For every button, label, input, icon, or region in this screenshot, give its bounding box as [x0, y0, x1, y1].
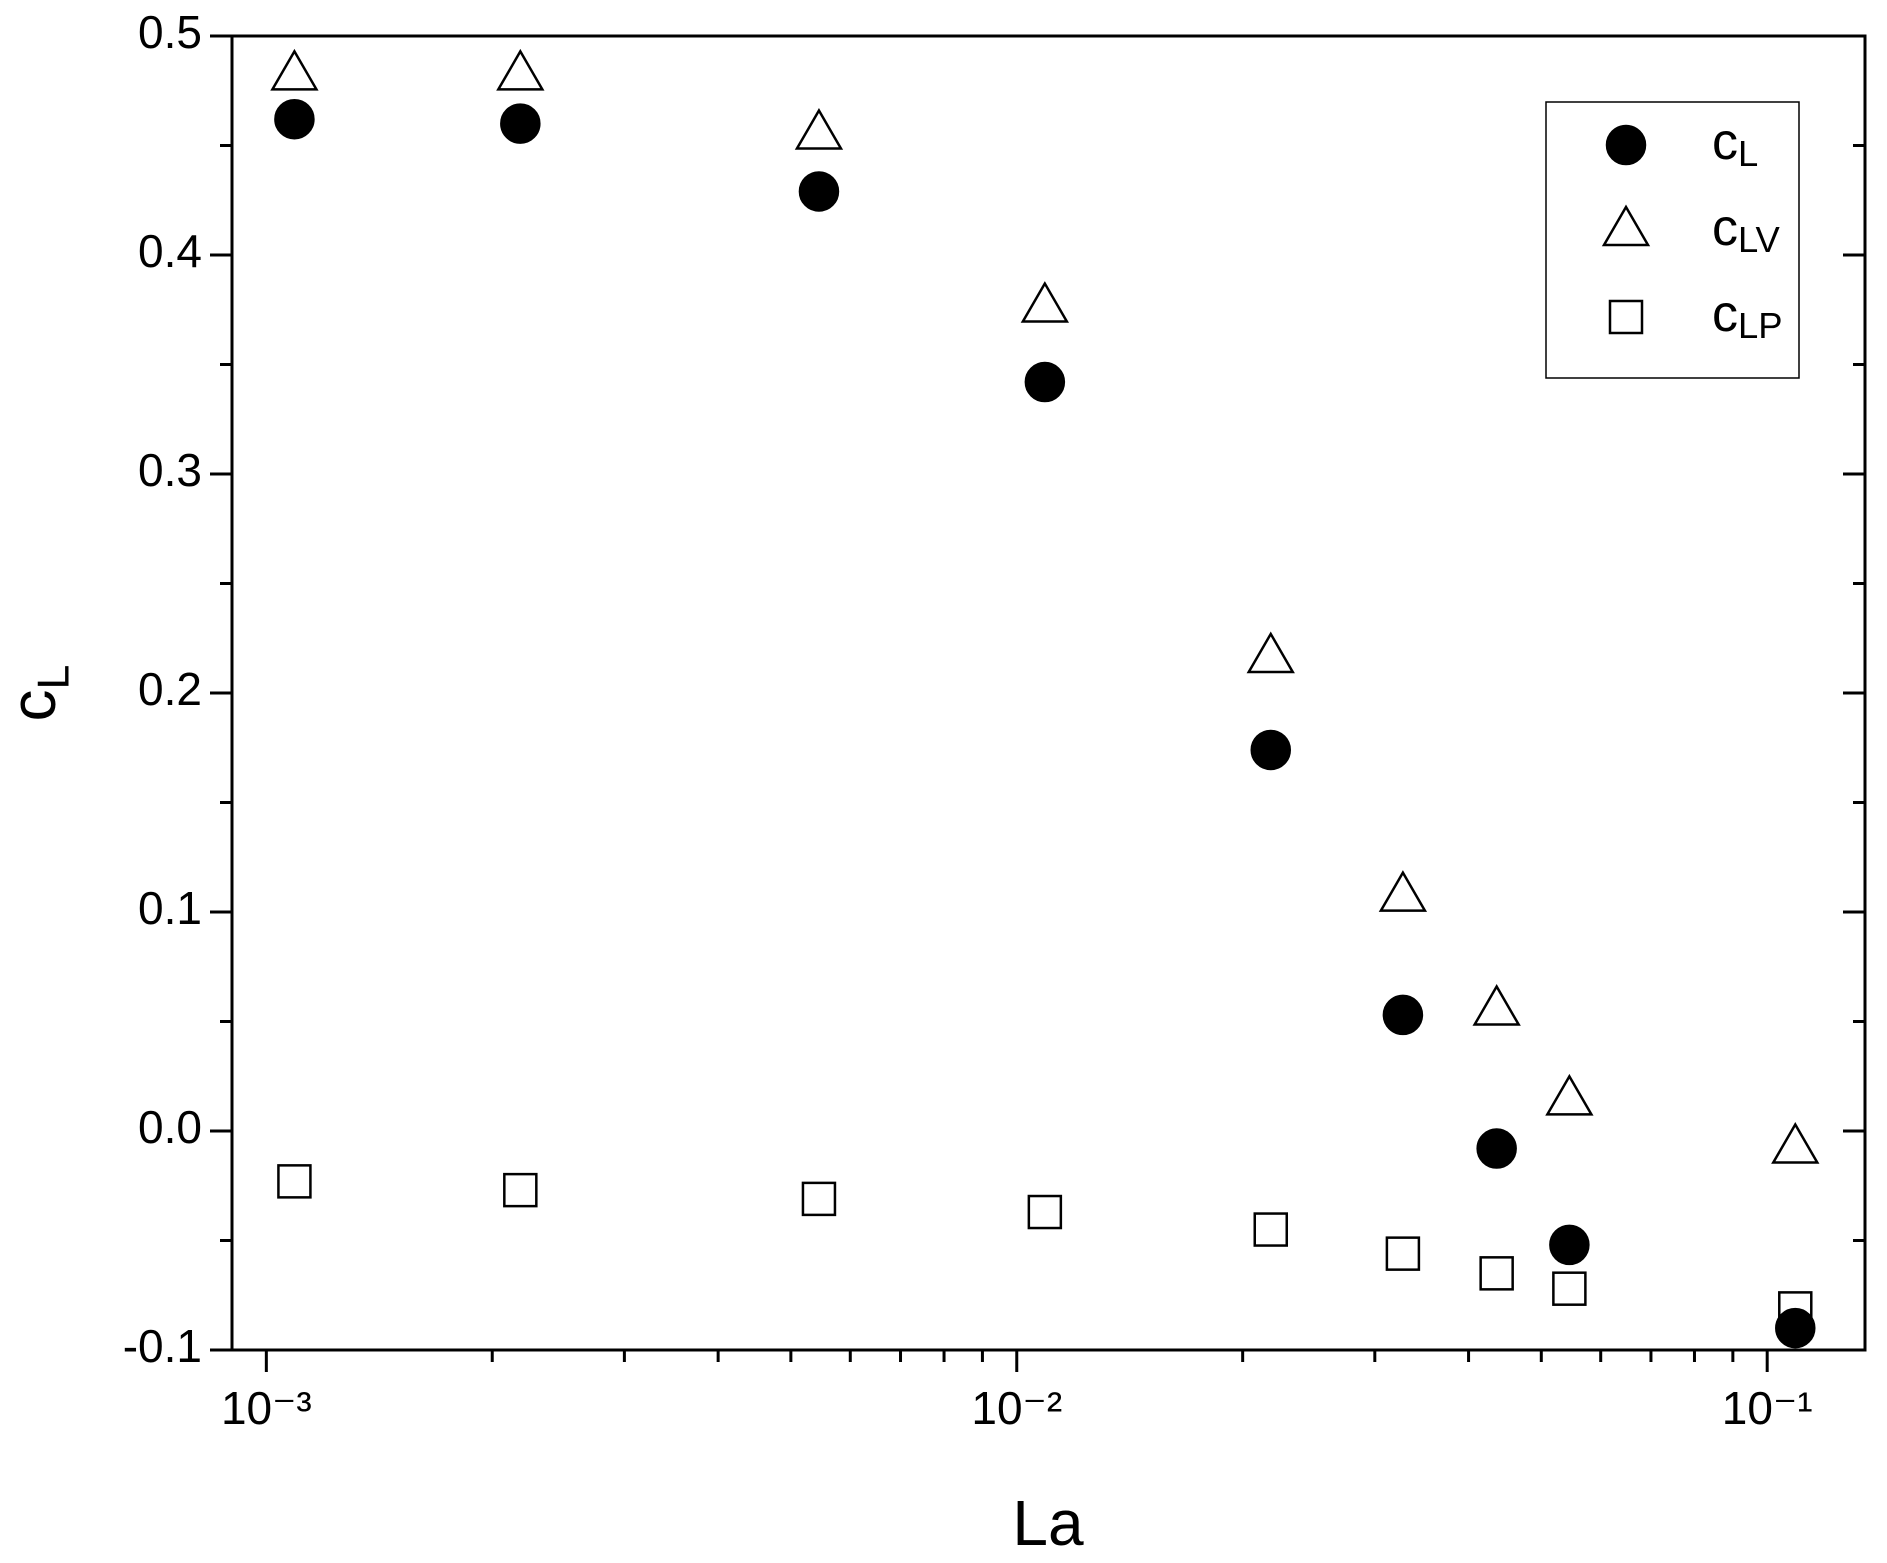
data-point	[1549, 1224, 1590, 1266]
data-point	[1027, 1194, 1063, 1230]
data-point	[794, 108, 844, 150]
y-tick-label: 0.2	[138, 663, 202, 715]
legend-box	[1545, 101, 1800, 379]
data-point	[277, 1164, 312, 1199]
x-tick-label: 10⁻²	[971, 1382, 1062, 1434]
y-tick-label: -0.1	[123, 1320, 202, 1372]
data-point	[1246, 631, 1295, 674]
data-point	[274, 98, 315, 140]
data-point	[1472, 984, 1521, 1026]
x-tick-label: 10⁻³	[221, 1382, 312, 1434]
data-point	[1250, 729, 1292, 771]
data-point	[1385, 1236, 1421, 1271]
data-point	[1552, 1271, 1587, 1306]
y-axis-title: cL	[0, 665, 78, 722]
legend-marker	[1608, 299, 1644, 335]
legend-marker	[1605, 124, 1647, 166]
data-point	[1771, 1122, 1820, 1164]
data-point	[500, 103, 541, 144]
data-point	[1545, 1073, 1594, 1116]
y-tick-label: 0.0	[138, 1101, 202, 1153]
data-point	[1778, 1291, 1813, 1326]
x-axis-title: La	[1012, 1487, 1084, 1559]
data-point	[1476, 1128, 1517, 1169]
y-tick-label: 0.5	[138, 6, 202, 58]
legend-marker	[1601, 204, 1651, 247]
y-tick-label: 0.4	[138, 225, 202, 277]
legend-label: cLV	[1712, 199, 1781, 260]
data-point	[1020, 281, 1070, 323]
y-tick-label: 0.3	[138, 444, 202, 496]
data-point	[503, 1172, 538, 1208]
data-point	[1479, 1256, 1514, 1291]
legend-label: cLP	[1712, 285, 1783, 346]
data-point	[1024, 361, 1066, 403]
data-point	[1253, 1212, 1289, 1247]
data-point	[801, 1181, 837, 1217]
data-point	[1378, 870, 1428, 912]
data-point	[798, 171, 840, 212]
data-point	[1775, 1307, 1816, 1349]
data-point	[270, 48, 319, 91]
y-tick-label: 0.1	[138, 882, 202, 934]
data-point	[1382, 994, 1424, 1036]
x-tick-label: 10⁻¹	[1722, 1382, 1813, 1434]
legend-label: cL	[1712, 113, 1758, 174]
data-point	[496, 48, 545, 91]
